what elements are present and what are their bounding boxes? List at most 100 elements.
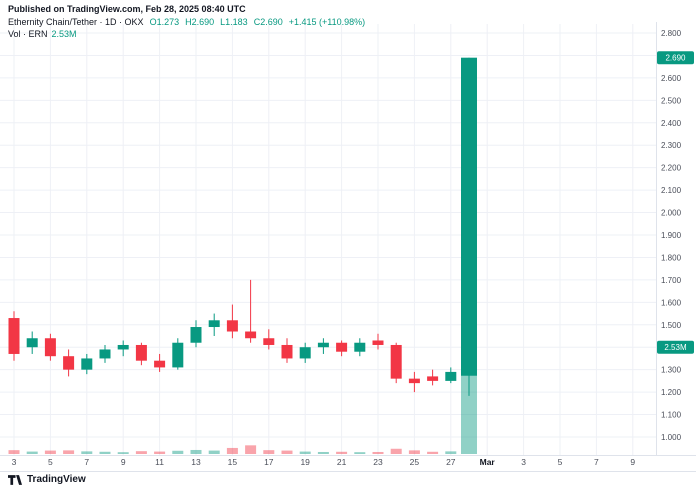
candle-body xyxy=(427,376,439,381)
time-tick-label: 25 xyxy=(410,457,420,467)
candle-body xyxy=(372,340,384,345)
price-tick-label: 1.100 xyxy=(661,411,682,420)
ohlc-low: L1.183 xyxy=(220,17,248,27)
time-tick-label: 3 xyxy=(12,457,17,467)
time-tick-label: Mar xyxy=(480,457,496,467)
time-axis[interactable]: 3 5 7 9 11 13 15 17 19 21 23 25 27 Mar 3 5 7 9 xyxy=(12,457,636,467)
volume-bar xyxy=(317,451,329,454)
volume-bar xyxy=(26,451,38,454)
volume-bar xyxy=(299,451,311,454)
candle-body xyxy=(8,318,20,354)
time-tick-label: 23 xyxy=(373,457,383,467)
volume-bar xyxy=(44,450,56,454)
footer-brand[interactable]: TradingView xyxy=(8,474,86,485)
candle-body xyxy=(390,344,402,379)
ohlc-open: O1.273 xyxy=(149,17,180,27)
gridlines xyxy=(0,24,656,455)
candle-body xyxy=(63,356,75,370)
ohlc-close: C2.690 xyxy=(253,17,283,27)
volume-bar xyxy=(172,450,184,454)
candle-body xyxy=(461,57,477,376)
price-tick-label: 2.400 xyxy=(661,119,682,128)
candle-body xyxy=(135,344,147,361)
volume-bar xyxy=(135,451,147,454)
volume-bar xyxy=(117,452,129,454)
published-note: Published on TradingView.com, Feb 28, 20… xyxy=(8,4,246,14)
price-axis[interactable]: 2.8002.7002.6002.5002.4002.3002.2002.100… xyxy=(661,29,682,442)
price-tick-label: 1.000 xyxy=(661,433,682,442)
volume-bar xyxy=(354,452,366,454)
time-tick-label: 19 xyxy=(300,457,310,467)
volume-bar xyxy=(461,352,477,454)
time-tick-label: 13 xyxy=(191,457,201,467)
last-price-badge xyxy=(657,51,694,65)
volume-bar xyxy=(390,448,402,454)
volume-bar xyxy=(190,449,202,454)
volume-bar xyxy=(154,451,166,454)
volume-series xyxy=(8,352,477,454)
tradingview-logo-icon xyxy=(8,474,22,485)
volume-bar xyxy=(427,451,439,454)
candle-body xyxy=(190,327,202,343)
time-tick-label: 5 xyxy=(558,457,563,467)
candle-body xyxy=(317,342,329,348)
candle-body xyxy=(26,338,38,348)
volume-bar xyxy=(81,451,93,454)
brand-wordmark: TradingView xyxy=(27,474,86,485)
volume-bar xyxy=(336,451,348,454)
price-tick-label: 2.600 xyxy=(661,74,682,83)
volume-bar xyxy=(408,450,420,454)
time-tick-label: 15 xyxy=(228,457,238,467)
volume-legend[interactable]: Vol · ERN 2.53M xyxy=(8,29,77,39)
time-tick-label: 21 xyxy=(337,457,347,467)
candle-body xyxy=(117,344,129,350)
volume-bar xyxy=(263,450,275,454)
price-tick-label: 2.500 xyxy=(661,96,682,105)
time-tick-label: 7 xyxy=(84,457,89,467)
time-tick-label: 7 xyxy=(594,457,599,467)
volume-bar xyxy=(208,450,220,454)
candle-body xyxy=(354,342,366,352)
candle-body xyxy=(154,360,166,368)
volume-bar xyxy=(245,445,257,454)
symbol-title[interactable]: Ethernity Chain/Tether · 1D · OKX xyxy=(8,17,144,27)
last-price-badge-label: 2.690 xyxy=(665,54,686,63)
candle-body xyxy=(99,349,111,359)
volume-bar xyxy=(372,451,384,454)
price-tick-label: 1.500 xyxy=(661,321,682,330)
time-tick-label: 3 xyxy=(521,457,526,467)
candle-body xyxy=(44,338,56,357)
time-tick-label: 9 xyxy=(121,457,126,467)
candlestick-series[interactable] xyxy=(8,57,478,396)
price-tick-label: 1.300 xyxy=(661,366,682,375)
volume-bar xyxy=(8,450,20,454)
volume-bar xyxy=(99,451,111,454)
symbol-legend[interactable]: Ethernity Chain/Tether · 1D · OKX O1.273 H… xyxy=(8,17,365,27)
volume-bar xyxy=(445,451,457,454)
change-value: +1.415 (+110.98%) xyxy=(288,17,366,27)
price-tick-label: 1.700 xyxy=(661,276,682,285)
time-tick-label: 17 xyxy=(264,457,274,467)
price-tick-label: 1.200 xyxy=(661,388,682,397)
time-tick-label: 27 xyxy=(446,457,456,467)
price-tick-label: 2.000 xyxy=(661,209,682,218)
candle-body xyxy=(226,320,238,332)
price-tick-label: 1.900 xyxy=(661,231,682,240)
price-tick-label: 1.600 xyxy=(661,298,682,307)
candle-body xyxy=(445,371,457,381)
time-tick-label: 11 xyxy=(155,457,164,467)
candle-body xyxy=(281,344,293,359)
axis-badges: 2.690 2.53M xyxy=(657,51,694,354)
time-tick-label: 5 xyxy=(48,457,53,467)
candle-body xyxy=(172,342,184,368)
volume-bar xyxy=(226,447,238,454)
price-tick-label: 2.300 xyxy=(661,141,682,150)
volume-badge xyxy=(657,340,694,354)
price-tick-label: 2.800 xyxy=(661,29,682,38)
candle-body xyxy=(245,331,257,339)
volume-bar xyxy=(281,450,293,454)
volume-bar xyxy=(63,450,75,454)
volume-badge-label: 2.53M xyxy=(664,343,687,352)
